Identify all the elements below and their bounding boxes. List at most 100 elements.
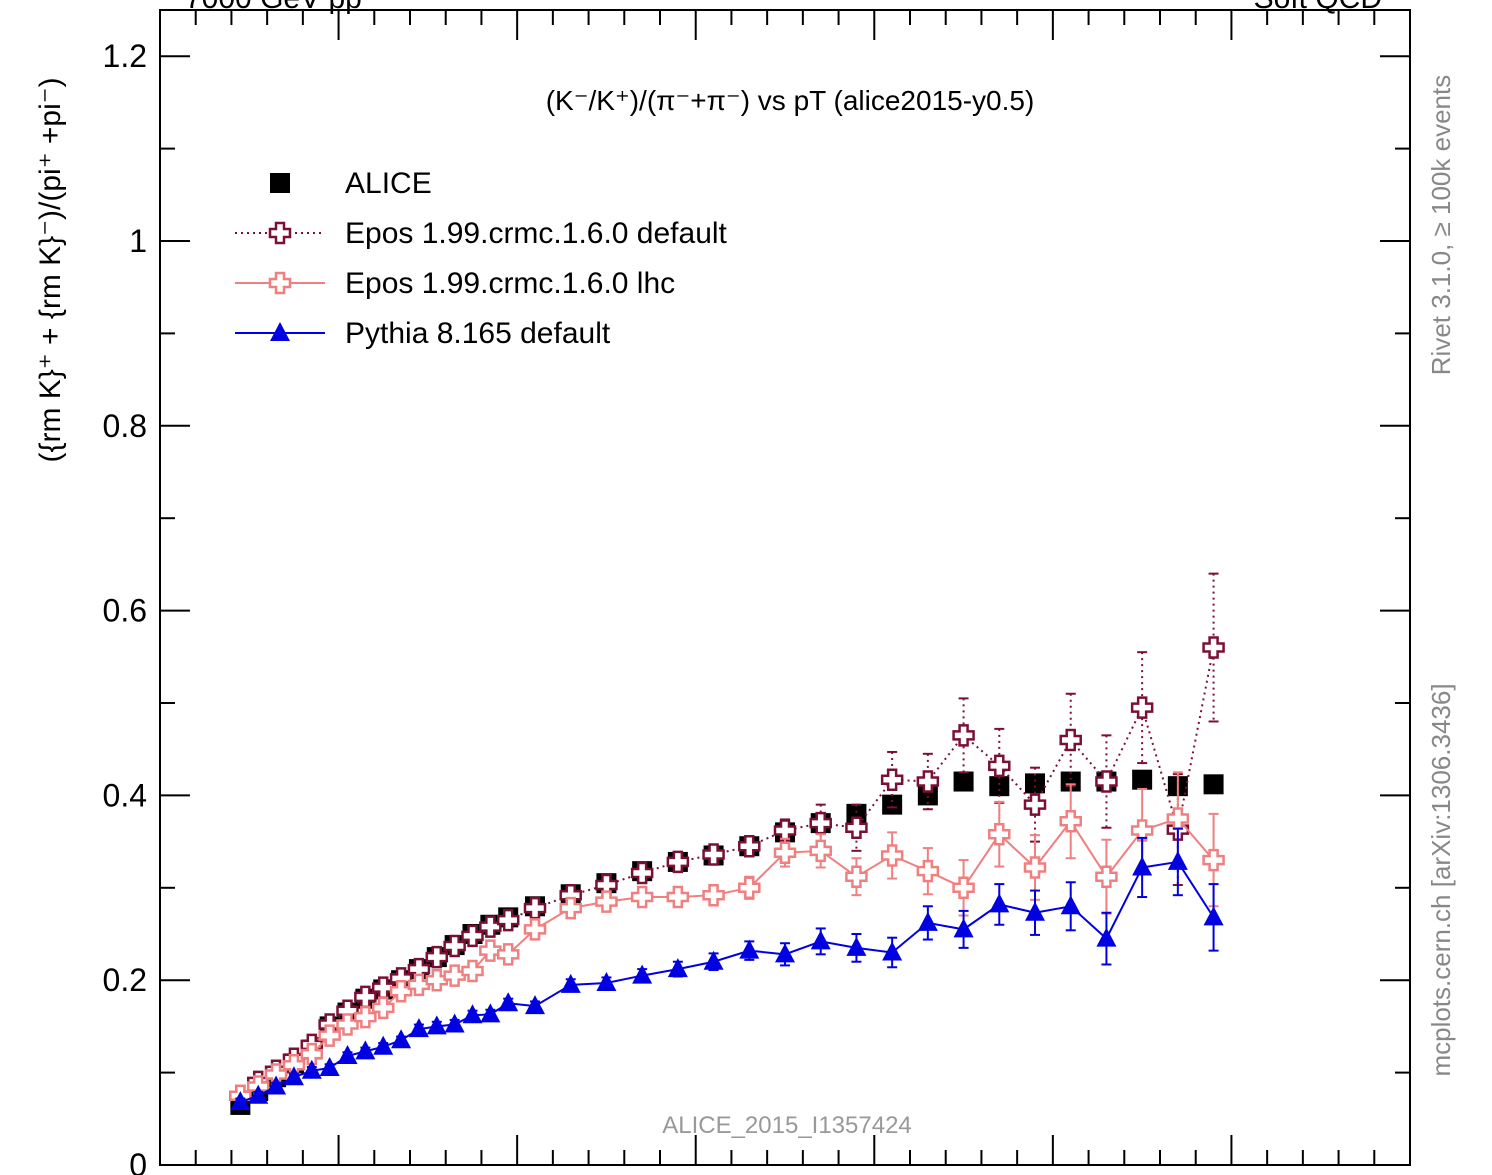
- data-point: [407, 973, 431, 997]
- legend-label: Epos 1.99.crmc.1.6.0 lhc: [345, 267, 675, 300]
- data-point: [480, 1003, 501, 1023]
- series-1: [229, 572, 1225, 1107]
- legend-label: Epos 1.99.crmc.1.6.0 default: [345, 217, 728, 250]
- series-layer: [229, 572, 1225, 1115]
- header-left-label: 7000 GeV pp: [185, 0, 362, 16]
- data-point: [230, 1091, 251, 1111]
- data-point: [301, 1059, 322, 1079]
- data-point: [666, 850, 690, 874]
- data-point: [1202, 636, 1225, 659]
- legend-label: Pythia 8.165 default: [345, 317, 611, 350]
- data-point: [702, 883, 725, 907]
- data-point: [355, 1040, 376, 1060]
- data-point: [525, 995, 545, 1015]
- series-2: [229, 771, 1225, 1107]
- data-point: [1130, 696, 1154, 719]
- data-point: [810, 930, 831, 950]
- analysis-tag: ALICE_2015_I1357424: [662, 1112, 912, 1139]
- data-point: [1060, 895, 1081, 915]
- data-point: [596, 971, 617, 991]
- data-point: [988, 822, 1011, 846]
- data-point: [1025, 901, 1045, 921]
- data-point: [953, 918, 974, 938]
- y-tick-label: 1: [129, 223, 147, 259]
- axis-ticks: [159, 10, 1411, 1166]
- y-tick-label: 0.2: [103, 962, 147, 998]
- series-line: [239, 647, 1215, 1097]
- header-right-label: Soft QCD: [1254, 0, 1382, 16]
- legend-marker: [270, 173, 290, 193]
- y-tick-label: 0: [129, 1147, 147, 1175]
- y-axis-label: ({rm K}⁺ + {rm K}⁻)/(pi⁺ +pi⁻): [34, 77, 67, 462]
- data-point: [391, 1029, 412, 1049]
- data-point: [1059, 728, 1082, 752]
- data-point: [846, 936, 867, 956]
- data-point: [498, 992, 519, 1012]
- data-point: [775, 943, 795, 963]
- legend-marker: [268, 271, 292, 295]
- data-point: [479, 939, 502, 962]
- data-point: [461, 959, 484, 983]
- data-point: [559, 896, 582, 920]
- data-point: [845, 816, 868, 839]
- y-tick-label: 0.8: [103, 408, 147, 444]
- data-point: [266, 1075, 287, 1095]
- data-point: [1059, 810, 1082, 833]
- data-point: [1096, 927, 1117, 947]
- chart-title: (K⁻/K⁺)/(π⁻+π⁻) vs pT (alice2015-y0.5): [546, 85, 1035, 116]
- rivet-label: Rivet 3.1.0, ≥ 100k events: [1426, 75, 1456, 375]
- data-point: [988, 754, 1011, 778]
- data-point: [354, 1005, 377, 1029]
- plot-frame: [159, 9, 1411, 1166]
- data-point: [809, 811, 832, 835]
- data-point: [917, 911, 938, 931]
- data-point: [300, 1042, 324, 1066]
- data-point: [1203, 774, 1224, 795]
- data-point: [248, 1084, 269, 1104]
- y-tick-label: 0.6: [103, 593, 147, 629]
- data-point: [630, 861, 654, 885]
- data-point: [952, 876, 975, 900]
- series-3: [230, 827, 1224, 1111]
- data-point: [666, 885, 690, 909]
- data-point: [703, 950, 724, 970]
- data-point: [496, 943, 520, 966]
- data-point: [318, 1024, 341, 1047]
- legend-marker: [268, 221, 292, 245]
- y-tick-labels: 0 0.2 0.4 0.6 0.8 1 1.2: [103, 38, 147, 1175]
- data-point: [523, 896, 547, 920]
- data-point: [989, 776, 1010, 797]
- data-point: [337, 1044, 358, 1064]
- data-point: [336, 1013, 359, 1036]
- data-point: [1132, 769, 1153, 790]
- legend: ALICE Epos 1.99.crmc.1.6.0 default Epos 1.…: [235, 167, 728, 350]
- y-tick-label: 0.4: [103, 777, 147, 813]
- data-point: [738, 876, 761, 900]
- data-point: [845, 865, 868, 888]
- data-point: [989, 893, 1010, 913]
- data-point: [595, 890, 618, 913]
- data-point: [953, 771, 974, 792]
- data-point: [496, 908, 520, 932]
- data-point: [319, 1056, 340, 1076]
- data-point: [702, 843, 725, 866]
- data-point: [443, 964, 466, 987]
- data-point: [916, 770, 940, 793]
- data-point: [1202, 848, 1225, 872]
- data-point: [1132, 856, 1153, 876]
- data-point: [916, 859, 940, 883]
- data-point: [479, 915, 502, 938]
- data-point: [426, 1015, 447, 1035]
- data-point: [630, 885, 654, 909]
- data-point: [371, 996, 395, 1020]
- data-point: [1023, 856, 1047, 879]
- data-point: [1095, 770, 1118, 793]
- data-point: [408, 1018, 429, 1038]
- data-point: [462, 1004, 483, 1024]
- data-point: [773, 841, 797, 864]
- data-point: [773, 819, 797, 842]
- data-point: [1203, 906, 1224, 926]
- data-point: [443, 934, 466, 958]
- data-point: [560, 973, 581, 993]
